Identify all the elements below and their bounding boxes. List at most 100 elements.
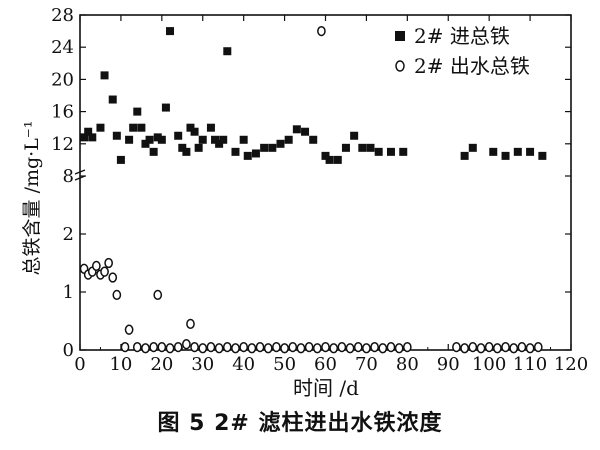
y-tick-label: 12 [51, 134, 74, 155]
data-point-outlet [353, 341, 363, 353]
data-point-inlet [341, 143, 350, 152]
data-point-inlet [84, 127, 93, 136]
y-tick-label: 0 [63, 340, 74, 361]
data-point-outlet [206, 341, 216, 353]
x-tick-label: 100 [472, 354, 506, 375]
data-point-inlet [166, 27, 175, 36]
data-point-outlet [149, 341, 158, 353]
data-point-inlet [153, 133, 162, 142]
y-tick-label: 20 [51, 69, 74, 90]
data-point-outlet [337, 341, 347, 353]
data-point-inlet [260, 143, 269, 152]
data-point-inlet [284, 135, 293, 144]
data-point-inlet [350, 131, 359, 140]
data-point-outlet [402, 341, 412, 353]
data-point-inlet [88, 133, 97, 142]
data-point-outlet [157, 341, 167, 353]
data-point-outlet [108, 272, 118, 283]
data-point-inlet [198, 135, 207, 144]
y-tick-label: 2 [63, 224, 74, 245]
data-point-outlet [100, 266, 109, 277]
x-tick-label: 50 [273, 354, 296, 375]
data-point-outlet [272, 341, 281, 353]
legend-marker-outlet [395, 60, 405, 72]
data-point-inlet [276, 139, 285, 148]
data-point-inlet [161, 103, 170, 112]
data-point-outlet [288, 341, 298, 353]
data-point-inlet [513, 147, 522, 156]
data-point-inlet [157, 135, 166, 144]
data-point-inlet [211, 135, 220, 144]
data-point-outlet [525, 343, 535, 354]
data-point-outlet [165, 343, 175, 354]
data-point-outlet [141, 343, 150, 354]
data-point-outlet [321, 341, 330, 353]
x-tick-label: 10 [109, 354, 132, 375]
x-tick-label: 70 [355, 354, 378, 375]
data-point-inlet [112, 131, 121, 140]
data-point-inlet [100, 71, 109, 80]
x-axis-label: 时间 /d [293, 376, 359, 400]
data-point-outlet [312, 343, 322, 354]
data-point-inlet [292, 125, 301, 134]
data-point-outlet [493, 343, 502, 354]
x-tick-label: 40 [232, 354, 255, 375]
data-point-outlet [112, 289, 122, 301]
data-point-outlet [214, 343, 224, 354]
data-point-inlet [325, 155, 334, 164]
data-point-outlet [370, 341, 379, 353]
data-point-outlet [104, 257, 113, 269]
data-point-inlet [321, 151, 330, 160]
x-tick-label: 20 [150, 354, 173, 375]
data-point-inlet [489, 147, 498, 156]
data-point-inlet [501, 151, 510, 160]
x-tick-label: 60 [314, 354, 337, 375]
data-point-inlet [190, 127, 199, 136]
x-tick-label: 110 [513, 354, 547, 375]
data-point-outlet [255, 341, 265, 353]
data-point-outlet [222, 341, 232, 353]
data-point-outlet [263, 343, 273, 354]
y-tick-label: 1 [63, 282, 74, 303]
data-point-inlet [243, 151, 252, 160]
data-point-outlet [190, 341, 199, 353]
data-point-inlet [194, 143, 203, 152]
data-point-outlet [452, 341, 461, 353]
data-point-inlet [96, 123, 105, 132]
data-point-inlet [215, 139, 224, 148]
data-point-inlet [526, 147, 535, 156]
data-point-outlet [460, 343, 469, 354]
figure-caption: 图 5 2# 滤柱进出水铁浓度 [157, 411, 443, 436]
data-point-outlet [132, 341, 142, 353]
data-point-outlet [231, 343, 240, 354]
x-tick-label: 120 [554, 354, 588, 375]
data-point-inlet [108, 95, 117, 104]
data-point-outlet [186, 318, 195, 330]
data-point-inlet [149, 147, 158, 156]
data-point-outlet [533, 341, 543, 353]
data-point-inlet [125, 135, 134, 144]
data-point-outlet [329, 343, 339, 354]
data-point-inlet [301, 127, 310, 136]
data-point-outlet [92, 260, 101, 272]
x-tick-label: 80 [396, 354, 419, 375]
data-point-inlet [366, 143, 375, 152]
data-point-inlet [399, 147, 408, 156]
data-point-outlet [378, 343, 388, 354]
data-point-inlet [182, 147, 191, 156]
y-tick-label: 16 [51, 102, 74, 123]
data-point-inlet [468, 143, 477, 152]
data-point-outlet [468, 341, 478, 353]
data-point-outlet [476, 343, 486, 354]
x-tick-label: 90 [437, 354, 460, 375]
data-point-inlet [251, 149, 260, 158]
data-point-outlet [153, 289, 163, 301]
data-point-inlet [206, 123, 215, 132]
data-point-outlet [386, 341, 396, 353]
data-point-inlet [333, 155, 342, 164]
data-point-inlet [178, 143, 187, 152]
chart-svg: 0 10 20 30 40 50 60 70 80 90 100 110 120812162024280… [21, 5, 588, 400]
legend-label: 2# 进总铁 [414, 24, 510, 48]
legend-label: 2# 出水总铁 [414, 54, 530, 78]
